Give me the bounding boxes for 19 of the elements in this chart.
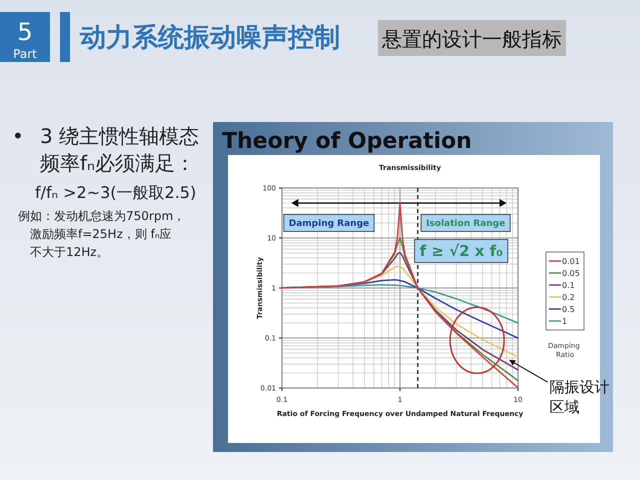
legend-label: 0.1 — [562, 281, 575, 290]
text: Part — [13, 47, 38, 61]
text: 动力系统振动噪声控制 — [79, 23, 340, 53]
annotation: 隔振设计区域 — [550, 378, 610, 416]
text: 例如：发动机怠速为750rpm，激励频率f=25Hz，则 fₙ应不大于12Hz。 — [18, 209, 186, 259]
text: 悬置的设计一般指标 — [381, 27, 562, 51]
annotation: Isolation Range — [426, 219, 506, 230]
legend-label: 0.01 — [562, 257, 580, 266]
legend-label: 0.05 — [562, 269, 580, 278]
legend-label: 0.5 — [562, 305, 575, 314]
text: 5 — [17, 18, 33, 46]
legend-label: 1 — [562, 317, 568, 326]
annotation: f ≥ √2 x f₀ — [420, 242, 503, 260]
text: f/fₙ >2~3(一般取2.5) — [35, 183, 196, 202]
text: Theory of Operation — [222, 129, 472, 154]
annotation: Damping Range — [288, 219, 370, 230]
legend-label: 0.2 — [562, 293, 575, 302]
text: • — [12, 124, 24, 148]
text: 3 绕主惯性轴模态频率fₙ必须满足： — [40, 124, 200, 175]
